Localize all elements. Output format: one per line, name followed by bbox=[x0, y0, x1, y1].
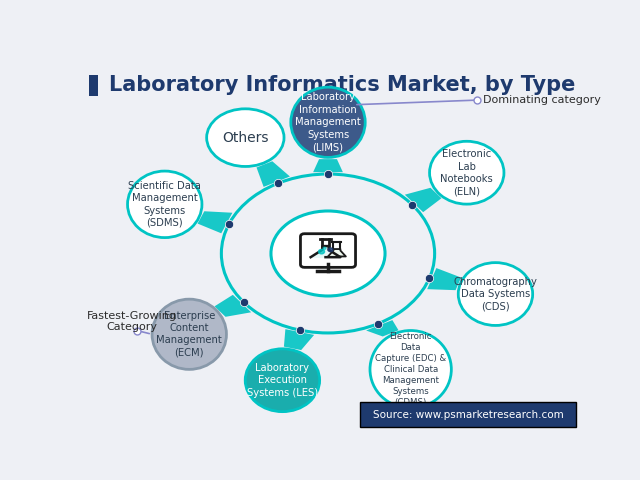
Ellipse shape bbox=[291, 87, 365, 157]
Ellipse shape bbox=[245, 349, 319, 412]
Text: Scientific Data
Management
Systems
(SDMS): Scientific Data Management Systems (SDMS… bbox=[128, 181, 201, 228]
Ellipse shape bbox=[152, 299, 227, 370]
Ellipse shape bbox=[370, 331, 451, 408]
Polygon shape bbox=[214, 295, 251, 317]
Ellipse shape bbox=[458, 263, 532, 325]
Text: Others: Others bbox=[222, 131, 269, 144]
Polygon shape bbox=[310, 246, 340, 257]
FancyBboxPatch shape bbox=[300, 234, 356, 267]
Text: Laboratory
Execution
Systems (LES): Laboratory Execution Systems (LES) bbox=[247, 363, 318, 397]
FancyBboxPatch shape bbox=[360, 402, 576, 427]
Ellipse shape bbox=[207, 109, 284, 167]
Polygon shape bbox=[257, 161, 290, 187]
Polygon shape bbox=[366, 320, 399, 336]
Circle shape bbox=[319, 250, 324, 254]
Text: Chromatography
Data Systems
(CDS): Chromatography Data Systems (CDS) bbox=[454, 276, 538, 312]
Text: Source: www.psmarketresearch.com: Source: www.psmarketresearch.com bbox=[373, 409, 564, 420]
Text: Dominating category: Dominating category bbox=[483, 95, 600, 105]
Polygon shape bbox=[313, 159, 343, 172]
Circle shape bbox=[323, 247, 326, 250]
Text: Electronic
Lab
Notebooks
(ELN): Electronic Lab Notebooks (ELN) bbox=[440, 149, 493, 196]
Text: Electronic
Data
Capture (EDC) &
Clinical Data
Management
Systems
(CDMS): Electronic Data Capture (EDC) & Clinical… bbox=[375, 332, 446, 407]
Polygon shape bbox=[328, 249, 346, 256]
Polygon shape bbox=[284, 329, 314, 350]
Text: Fastest-Growing
Category: Fastest-Growing Category bbox=[87, 311, 177, 332]
Ellipse shape bbox=[429, 141, 504, 204]
Polygon shape bbox=[198, 211, 232, 233]
Text: Laboratory Informatics Market, by Type: Laboratory Informatics Market, by Type bbox=[109, 75, 575, 96]
Bar bbox=[89, 75, 98, 96]
Polygon shape bbox=[405, 188, 442, 212]
Text: Enterprise
Content
Management
(ECM): Enterprise Content Management (ECM) bbox=[156, 311, 222, 358]
Text: Laboratory
Information
Management
Systems
(LIMS): Laboratory Information Management System… bbox=[295, 93, 361, 152]
Circle shape bbox=[271, 211, 385, 296]
Ellipse shape bbox=[127, 171, 202, 238]
Circle shape bbox=[328, 248, 333, 252]
Polygon shape bbox=[427, 268, 461, 290]
